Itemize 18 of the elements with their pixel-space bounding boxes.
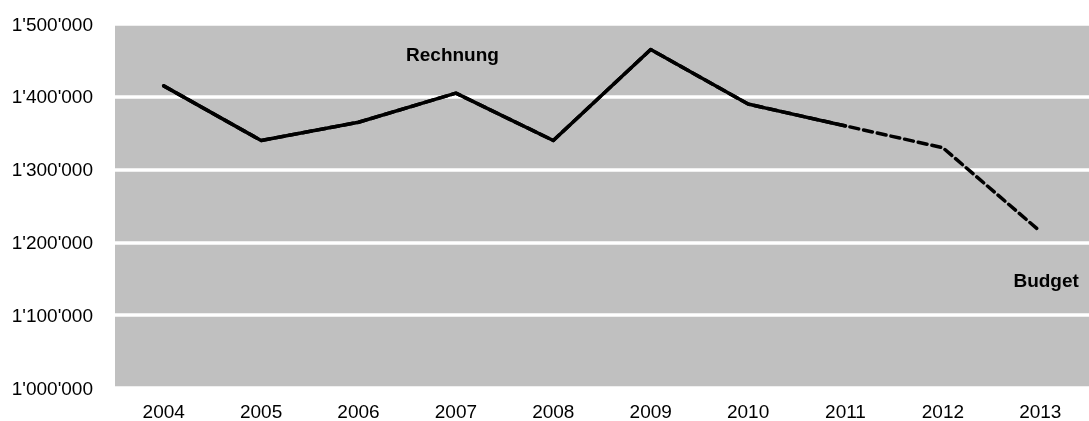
x-tick-label: 2010 xyxy=(726,401,770,421)
y-tick-label: 1'500'000 xyxy=(11,13,93,35)
x-tick-label: 2004 xyxy=(142,401,186,421)
x-tick-label: 2009 xyxy=(629,401,672,421)
y-tick-label: 1'000'000 xyxy=(11,377,93,399)
text: Rechnung xyxy=(406,44,499,66)
x-tick-label: 2012 xyxy=(921,401,965,421)
x-tick-label: 2006 xyxy=(337,401,380,421)
y-tick-label: 1'100'000 xyxy=(11,304,93,326)
x-tick-label: 2011 xyxy=(825,401,866,421)
text: Budget xyxy=(1013,270,1080,292)
x-tick-label: 2013 xyxy=(1019,401,1062,421)
x-tick-label: 2007 xyxy=(434,401,478,421)
y-tick-label: 1'400'000 xyxy=(11,86,93,108)
x-tick-label: 2008 xyxy=(532,401,575,421)
x-tick-label: 2005 xyxy=(239,401,283,421)
y-tick-label: 1'300'000 xyxy=(11,159,93,181)
y-tick-label: 1'200'000 xyxy=(11,231,93,253)
